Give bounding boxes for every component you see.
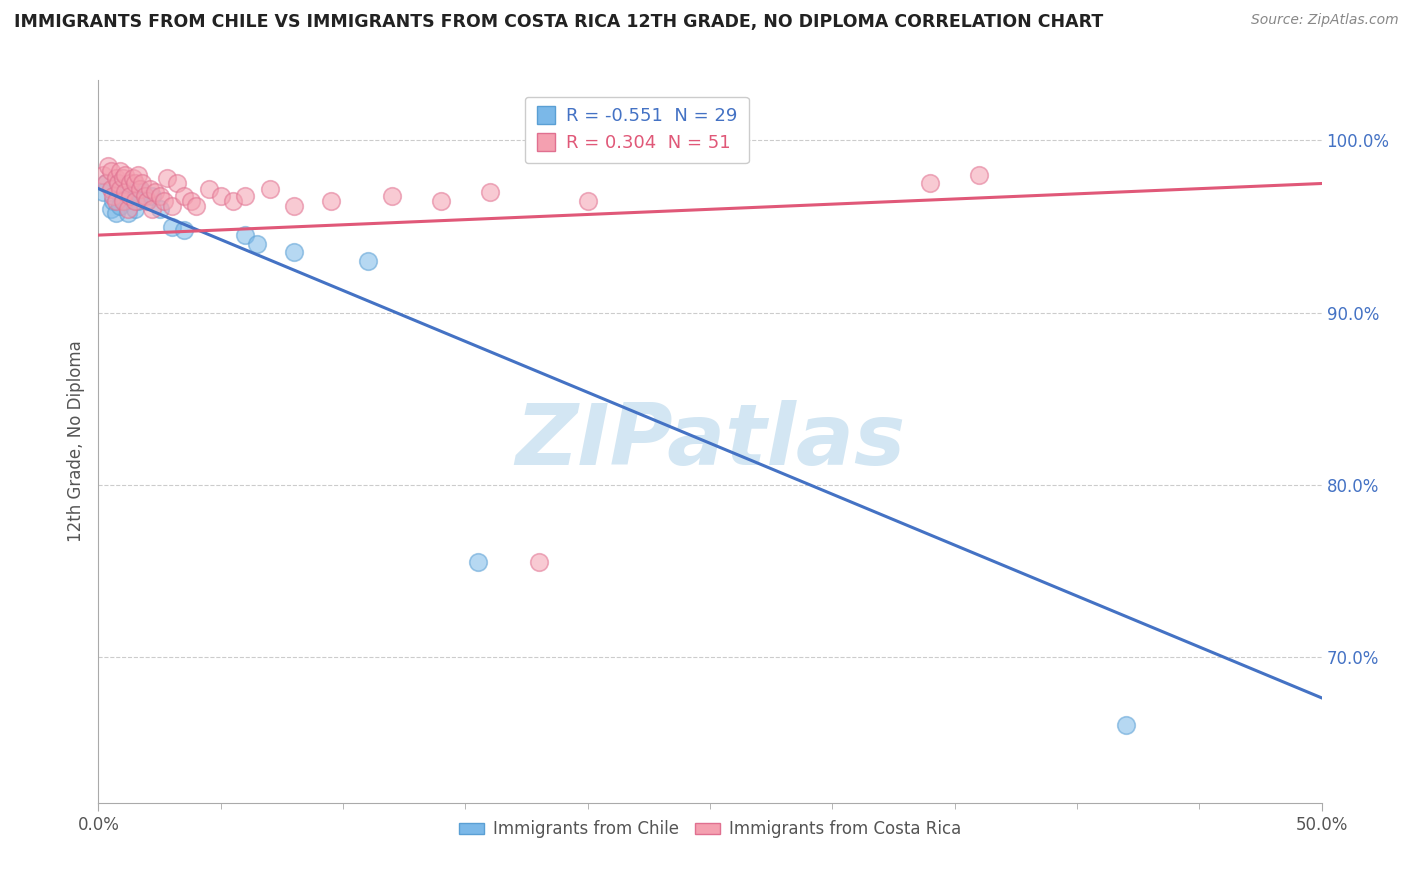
- Point: [233, 228, 256, 243]
- Point: [110, 199, 132, 213]
- Point: [153, 194, 176, 208]
- Point: [111, 182, 134, 196]
- Point: [967, 168, 990, 182]
- Point: [114, 185, 136, 199]
- Point: [117, 206, 139, 220]
- Point: [209, 188, 232, 202]
- Point: [107, 185, 129, 199]
- Point: [124, 177, 146, 191]
- Point: [114, 168, 136, 182]
- Point: [104, 206, 127, 220]
- Point: [131, 177, 153, 191]
- Point: [94, 177, 117, 191]
- Point: [430, 194, 453, 208]
- Point: [100, 202, 122, 217]
- Point: [94, 177, 117, 191]
- Point: [120, 188, 142, 202]
- Point: [149, 188, 172, 202]
- Point: [107, 177, 129, 191]
- Text: IMMIGRANTS FROM CHILE VS IMMIGRANTS FROM COSTA RICA 12TH GRADE, NO DIPLOMA CORRE: IMMIGRANTS FROM CHILE VS IMMIGRANTS FROM…: [14, 13, 1104, 31]
- Point: [129, 182, 152, 196]
- Point: [111, 194, 134, 208]
- Point: [100, 164, 122, 178]
- Y-axis label: 12th Grade, No Diploma: 12th Grade, No Diploma: [66, 341, 84, 542]
- Point: [104, 194, 127, 208]
- Text: ZIPatlas: ZIPatlas: [515, 400, 905, 483]
- Point: [114, 194, 136, 208]
- Point: [381, 188, 404, 202]
- Point: [920, 177, 942, 191]
- Point: [91, 185, 114, 199]
- Point: [173, 188, 195, 202]
- Point: [101, 194, 124, 208]
- Point: [166, 177, 188, 191]
- Point: [131, 185, 153, 199]
- Point: [319, 194, 342, 208]
- Point: [283, 199, 305, 213]
- Point: [127, 168, 149, 182]
- Point: [121, 188, 143, 202]
- Point: [121, 171, 143, 186]
- Point: [186, 199, 208, 213]
- Point: [173, 223, 195, 237]
- Point: [124, 202, 146, 217]
- Point: [107, 177, 129, 191]
- Point: [127, 194, 149, 208]
- Point: [134, 188, 156, 202]
- Point: [141, 188, 163, 202]
- Point: [478, 185, 501, 199]
- Point: [527, 555, 550, 569]
- Point: [246, 236, 269, 251]
- Point: [160, 219, 183, 234]
- Point: [233, 188, 256, 202]
- Point: [160, 199, 183, 213]
- Point: [149, 202, 172, 217]
- Point: [576, 194, 599, 208]
- Point: [100, 182, 122, 196]
- Point: [124, 194, 146, 208]
- Point: [139, 182, 162, 196]
- Point: [141, 202, 163, 217]
- Point: [120, 177, 142, 191]
- Point: [180, 194, 202, 208]
- Point: [136, 194, 159, 208]
- Point: [110, 164, 132, 178]
- Point: [1115, 718, 1137, 732]
- Legend: Immigrants from Chile, Immigrants from Costa Rica: Immigrants from Chile, Immigrants from C…: [453, 814, 967, 845]
- Point: [356, 253, 378, 268]
- Point: [156, 171, 179, 186]
- Point: [91, 168, 114, 182]
- Point: [259, 182, 281, 196]
- Point: [222, 194, 245, 208]
- Point: [111, 171, 134, 186]
- Point: [117, 202, 139, 217]
- Point: [283, 245, 305, 260]
- Point: [197, 182, 219, 196]
- Point: [101, 188, 124, 202]
- Point: [467, 555, 489, 569]
- Point: [120, 185, 142, 199]
- Text: Source: ZipAtlas.com: Source: ZipAtlas.com: [1251, 13, 1399, 28]
- Point: [110, 182, 132, 196]
- Point: [104, 171, 127, 186]
- Point: [136, 194, 159, 208]
- Point: [111, 188, 134, 202]
- Point: [97, 159, 120, 173]
- Point: [129, 182, 152, 196]
- Point: [143, 185, 166, 199]
